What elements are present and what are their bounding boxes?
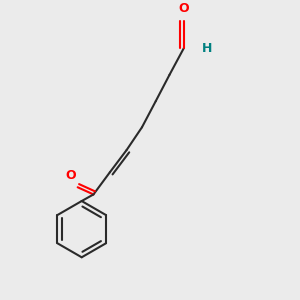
Text: O: O xyxy=(65,169,76,182)
Text: O: O xyxy=(178,2,189,15)
Text: H: H xyxy=(202,42,212,55)
